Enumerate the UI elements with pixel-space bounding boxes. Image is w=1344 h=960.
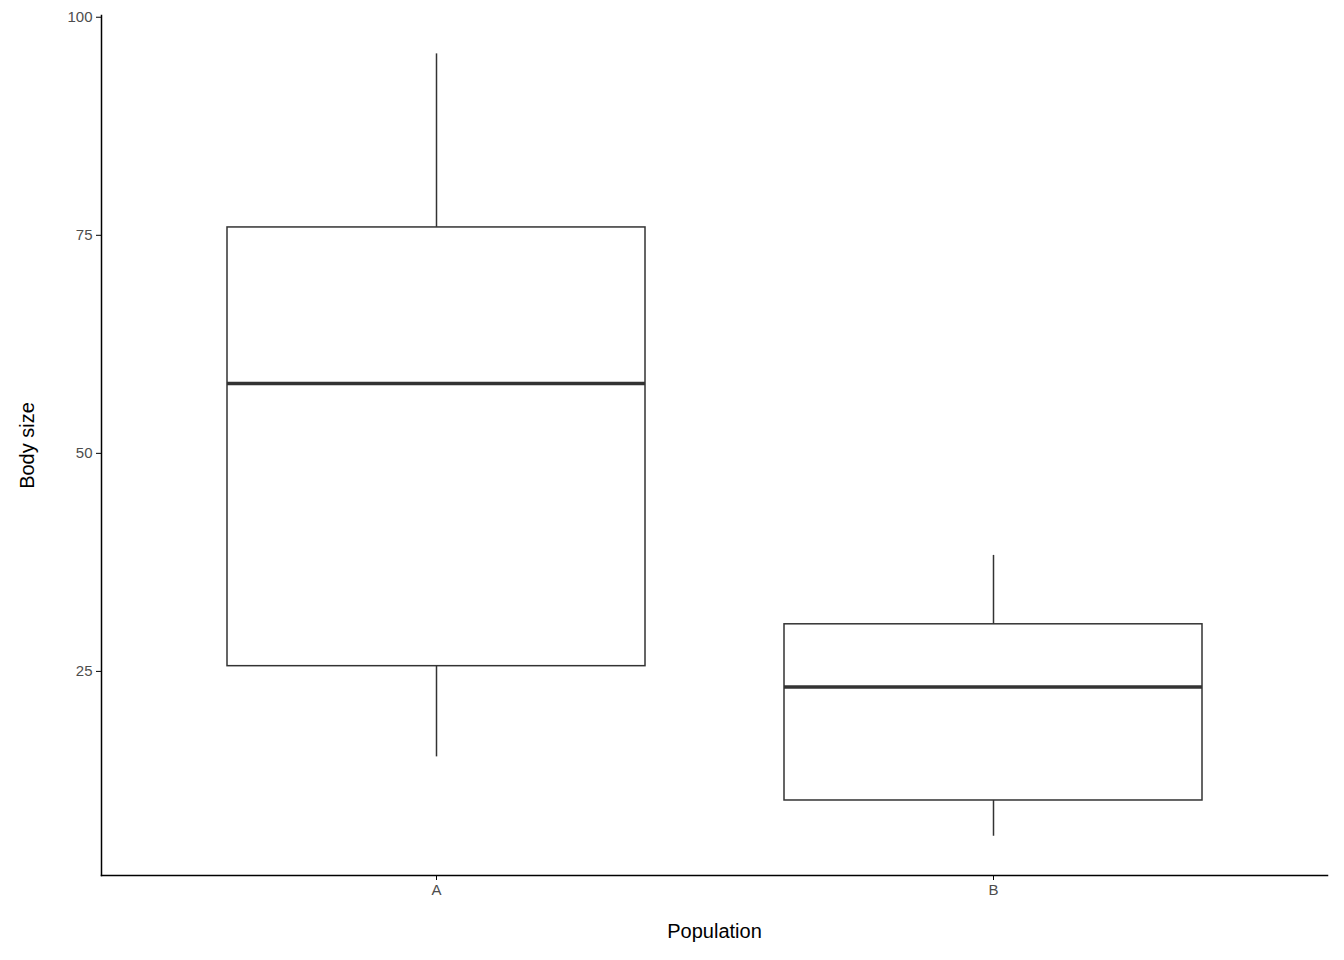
svg-text:25: 25 — [76, 662, 93, 679]
svg-text:Body size: Body size — [16, 402, 38, 489]
svg-text:50: 50 — [76, 444, 93, 461]
svg-text:Population: Population — [667, 920, 762, 942]
svg-text:75: 75 — [76, 226, 93, 243]
svg-text:100: 100 — [67, 8, 92, 25]
svg-text:A: A — [431, 881, 441, 898]
svg-text:B: B — [988, 881, 998, 898]
